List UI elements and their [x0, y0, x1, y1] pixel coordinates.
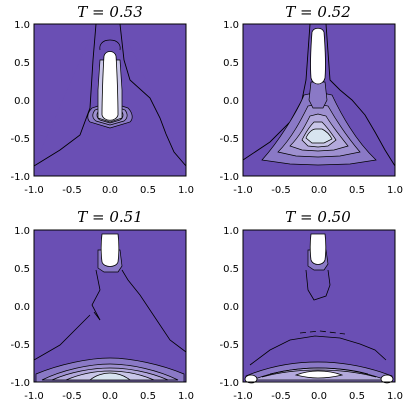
contour-band-1: [33, 23, 187, 167]
ytick-label: 1.0: [14, 20, 30, 31]
ytick-label: 0.0: [14, 302, 30, 313]
xtick-label: -1.0: [24, 391, 44, 402]
ytick-label: 0.0: [223, 96, 239, 107]
plot-frame: [33, 229, 187, 383]
xtick-label: 0.0: [311, 391, 327, 402]
xtick-label: -1.0: [24, 185, 44, 196]
xtick-label: -1.0: [233, 391, 253, 402]
xtick-label: 0.5: [349, 185, 365, 196]
ytick-label: 1.0: [223, 20, 239, 31]
corner-peak-left: [244, 374, 258, 384]
panel-t051: T = 0.51 1.0 0.5 0.0 -0.5 -1.0 -1.0 -0.5…: [10, 208, 193, 402]
xtick-label: -0.5: [62, 185, 82, 196]
contour-band-2: [33, 311, 101, 361]
peak-region: [100, 233, 120, 267]
panel-title: T = 0.51: [77, 208, 143, 226]
contour-level-4: [294, 370, 344, 379]
panel-t053: T = 0.53 1.0 0.5 0.0 -0.5 -1.0 -1.0 -0.5…: [10, 3, 193, 196]
xtick-label: 0.5: [349, 391, 365, 402]
ytick-label: 1.0: [14, 226, 30, 237]
ytick-label: 0.5: [14, 264, 30, 275]
contour-band-2: [249, 335, 387, 366]
contour-level-5: [89, 372, 131, 381]
contour-band-3: [299, 330, 346, 335]
ytick-label: -1.0: [219, 172, 239, 183]
panel-title: T = 0.52: [285, 3, 351, 21]
contour-level-5: [305, 128, 333, 144]
plot-frame: [242, 229, 396, 383]
contour-band-1: [305, 269, 331, 301]
peak-region: [101, 51, 119, 121]
xtick-label: -0.5: [62, 391, 82, 402]
ytick-label: -0.5: [219, 134, 239, 145]
peak-contour: [99, 39, 121, 51]
panel-title: T = 0.53: [77, 3, 143, 21]
ytick-label: -1.0: [10, 172, 30, 183]
contour-level-3: [261, 367, 377, 378]
peak-region: [309, 233, 327, 265]
plot-frame: [33, 23, 187, 177]
plot-frame: [242, 23, 396, 177]
xtick-label: 0.0: [311, 185, 327, 196]
xtick-label: 0.5: [140, 185, 156, 196]
ytick-label: 0.5: [223, 264, 239, 275]
panel-t052: T = 0.52 1.0 0.5 0.0 -0.5 -1.0 -1.0 -0.5…: [219, 3, 402, 196]
contour-band-1: [91, 269, 187, 353]
xtick-label: -1.0: [233, 185, 253, 196]
xtick-label: 0.5: [140, 391, 156, 402]
ytick-label: 1.0: [223, 226, 239, 237]
ytick-label: 0.0: [223, 302, 239, 313]
ytick-label: 0.5: [14, 58, 30, 69]
contour-level-neck: [308, 81, 328, 109]
ytick-label: 0.5: [223, 58, 239, 69]
xtick-label: 0.0: [102, 185, 118, 196]
xtick-label: 0.0: [102, 391, 118, 402]
panel-title: T = 0.50: [285, 208, 351, 226]
ytick-label: -0.5: [10, 340, 30, 351]
ytick-label: -0.5: [10, 134, 30, 145]
ytick-label: 0.0: [14, 96, 30, 107]
xtick-label: -0.5: [271, 185, 291, 196]
xtick-label: 1.0: [178, 391, 194, 402]
corner-peak-right: [380, 374, 394, 384]
ytick-label: -1.0: [10, 378, 30, 389]
ytick-label: -0.5: [219, 340, 239, 351]
panel-t050: T = 0.50 1.0 0.5 0.0 -0.5 -1.0 -1.0 -0.5…: [219, 208, 402, 402]
peak-region: [310, 27, 326, 85]
xtick-label: 1.0: [178, 185, 194, 196]
xtick-label: 1.0: [387, 391, 403, 402]
ytick-label: -1.0: [219, 378, 239, 389]
xtick-label: 1.0: [387, 185, 403, 196]
xtick-label: -0.5: [271, 391, 291, 402]
